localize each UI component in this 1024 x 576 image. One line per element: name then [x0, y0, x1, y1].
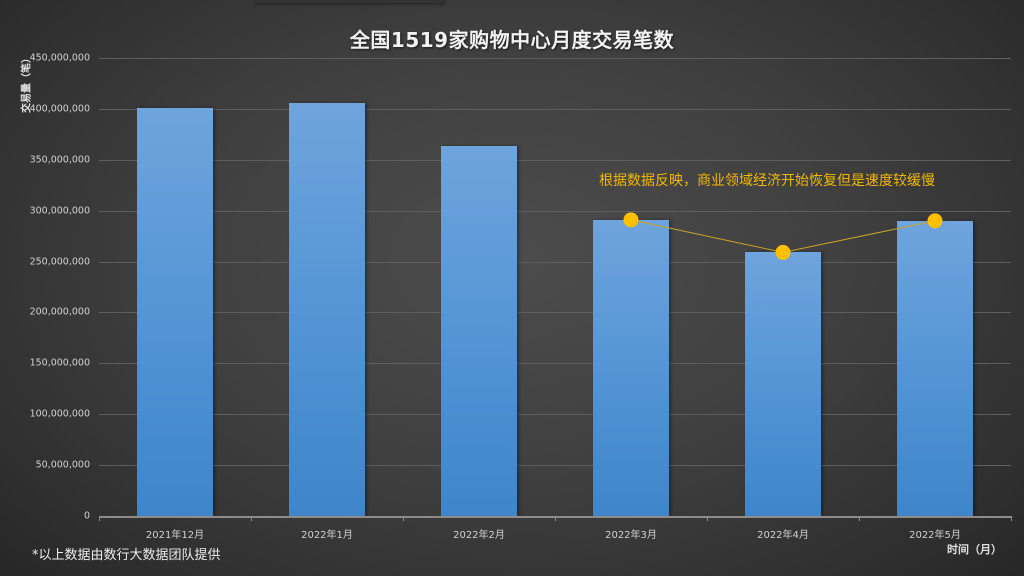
x-tick-mark: [251, 516, 252, 521]
plot-area: [99, 58, 1011, 516]
x-tick-label: 2022年1月: [301, 530, 353, 541]
bar[interactable]: [441, 145, 517, 516]
y-tick-label: 250,000,000: [29, 256, 90, 268]
x-tick-label: 2021年12月: [145, 530, 205, 541]
y-tick-label: 50,000,000: [35, 459, 90, 471]
x-tick-label: 2022年2月: [453, 530, 505, 541]
gridline: [99, 363, 1011, 365]
y-tick-label: 100,000,000: [29, 408, 90, 420]
x-tick-mark: [99, 516, 100, 521]
bar[interactable]: [745, 252, 821, 516]
bar[interactable]: [897, 220, 973, 516]
bar[interactable]: [593, 219, 669, 516]
x-tick-mark: [859, 516, 860, 521]
bar[interactable]: [137, 107, 213, 516]
y-tick-label: 200,000,000: [29, 306, 90, 318]
bar[interactable]: [289, 102, 365, 516]
gridline: [99, 312, 1011, 314]
gridline: [99, 261, 1011, 263]
x-tick-label: 2022年3月: [605, 530, 657, 541]
trend-marker[interactable]: [623, 212, 639, 228]
x-tick-label: 2022年4月: [757, 530, 809, 541]
y-tick-label: 0: [83, 510, 90, 522]
y-tick-label: 450,000,000: [29, 52, 90, 64]
chart-title: 全国1519家购物中心月度交易笔数: [349, 28, 675, 52]
gridline: [99, 465, 1011, 467]
gridline: [99, 159, 1011, 161]
trend-marker[interactable]: [927, 213, 943, 229]
x-tick-mark: [403, 516, 404, 521]
gridline: [99, 108, 1011, 110]
annotation-text: 根据数据反映，商业领域经济开始恢复但是速度较缓慢: [599, 173, 935, 189]
x-tick-mark: [555, 516, 556, 521]
y-tick-label: 400,000,000: [29, 103, 90, 115]
x-axis-title: 时间（月）: [947, 543, 1002, 556]
y-tick-label: 350,000,000: [29, 154, 90, 166]
x-tick-label: 2022年5月: [909, 530, 961, 541]
gridline: [99, 58, 1011, 59]
footer-note: *以上数据由数行大数据团队提供: [32, 548, 221, 563]
gridline: [99, 414, 1011, 416]
y-tick-label: 150,000,000: [29, 357, 90, 369]
gridline: [99, 210, 1011, 212]
trend-marker[interactable]: [775, 244, 791, 260]
x-tick-mark: [707, 516, 708, 521]
x-tick-mark: [1011, 516, 1012, 521]
top-edge-shadow: [255, 0, 445, 3]
y-tick-label: 300,000,000: [29, 205, 90, 217]
